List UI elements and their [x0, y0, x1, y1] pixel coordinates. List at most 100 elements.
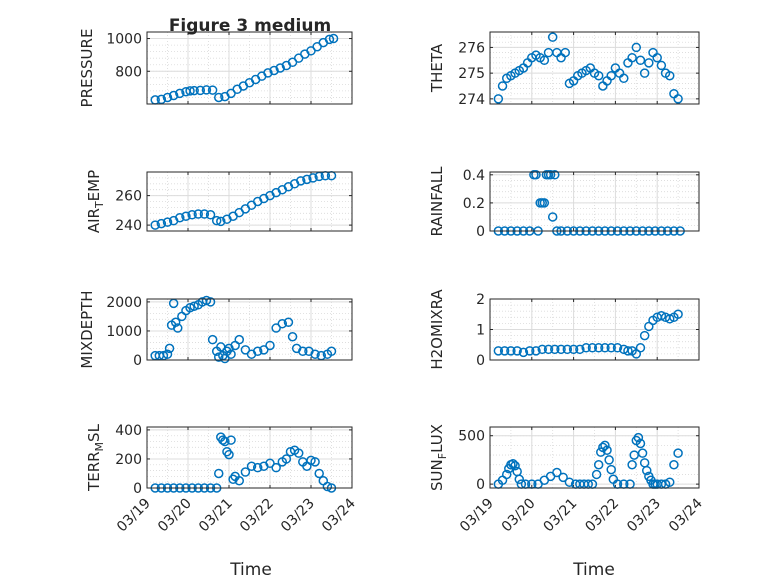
data-point [547, 32, 558, 42]
data-point [265, 340, 275, 351]
data-point [558, 472, 568, 483]
data-point [635, 438, 646, 449]
data-point [156, 218, 167, 229]
data-point [514, 474, 525, 485]
y-axis-label-part: EMP [85, 170, 103, 201]
data-point [593, 343, 604, 353]
data-point [326, 346, 337, 357]
axes-pressure: 800 1000 PRESSURE [78, 29, 353, 107]
series-markers [150, 33, 339, 105]
data-point [639, 330, 650, 341]
data-point [168, 90, 179, 101]
data-point [189, 301, 199, 312]
data-point [545, 170, 556, 180]
y-axis-label-part: RAINFALL [428, 166, 446, 237]
data-point [246, 461, 257, 471]
data-point [656, 60, 667, 71]
data-point [506, 346, 516, 356]
data-point [201, 85, 212, 95]
data-point [310, 457, 320, 467]
series-markers [493, 309, 683, 359]
data-point [619, 73, 629, 84]
data-point [508, 459, 518, 469]
data-point [308, 173, 318, 183]
data-point [162, 217, 173, 227]
data-point [612, 343, 623, 353]
data-point [275, 63, 285, 73]
y-axis-label-part: MIXDEPTH [78, 290, 96, 368]
data-point [531, 346, 541, 356]
data-point [281, 454, 292, 464]
data-point [606, 70, 616, 81]
y-axis-label: SUNFLUX [428, 424, 449, 491]
y-axis-label: TERRMSL [85, 423, 106, 492]
axes-box [489, 298, 700, 361]
data-point [175, 212, 185, 223]
data-point [543, 344, 554, 355]
plot-area [490, 172, 699, 231]
data-point [185, 86, 195, 96]
data-point [493, 346, 504, 356]
data-point [324, 34, 335, 45]
data-point [664, 477, 675, 487]
axes-rainfall: 0 0.2 0.4 RAINFALL [428, 166, 700, 240]
data-point [627, 460, 637, 470]
data-point [252, 462, 263, 473]
data-point [224, 449, 234, 460]
y-axis-label-part: TERR [85, 451, 103, 492]
y-tick-label: 260 [115, 189, 142, 205]
data-point [195, 85, 206, 96]
axes-box [146, 298, 353, 361]
data-point [635, 343, 646, 353]
data-point [271, 462, 281, 473]
y-axis-label-subscript: F [436, 453, 449, 459]
y-axis-label-part: THETA [428, 43, 446, 93]
y-tick-label: 0 [133, 481, 142, 497]
data-point [216, 216, 226, 227]
data-point [156, 94, 167, 105]
major-grid [490, 32, 699, 104]
y-axis-label-subscript: M [93, 442, 106, 452]
data-point [497, 81, 508, 91]
data-point [302, 174, 312, 185]
y-tick-label: 274 [458, 92, 485, 108]
axes-mixdepth: 0 1000 2000 MIXDEPTH [78, 290, 353, 369]
data-point [631, 42, 642, 53]
data-point [606, 464, 616, 475]
data-point [214, 468, 224, 479]
data-point [310, 349, 320, 359]
data-point [664, 314, 675, 324]
series-markers [150, 170, 337, 230]
data-point [581, 343, 591, 353]
data-point [652, 52, 662, 63]
data-point [556, 344, 566, 355]
data-point [220, 436, 230, 447]
data-point [298, 346, 308, 357]
axes-box [489, 426, 700, 489]
data-point [214, 92, 224, 103]
axes-box [489, 31, 700, 105]
data-point [328, 33, 339, 44]
data-point [664, 70, 675, 81]
data-point [277, 318, 288, 329]
data-point [524, 346, 535, 356]
data-point [518, 347, 529, 358]
data-point [673, 309, 683, 319]
data-point [207, 85, 218, 95]
data-point [593, 460, 604, 470]
y-tick-label: 0.2 [463, 196, 485, 212]
y-axis-label-part: AIR [85, 208, 103, 233]
data-point [635, 55, 646, 66]
data-point [547, 212, 558, 222]
data-point [283, 317, 294, 327]
data-point [240, 345, 251, 355]
data-point [644, 58, 654, 68]
data-point [296, 176, 306, 186]
data-point [205, 210, 216, 220]
y-tick-label: 200 [115, 452, 142, 468]
y-axis-label: THETA [428, 43, 446, 93]
data-point [252, 346, 263, 357]
data-point [637, 448, 648, 458]
data-point [639, 68, 650, 78]
data-point [552, 467, 562, 478]
